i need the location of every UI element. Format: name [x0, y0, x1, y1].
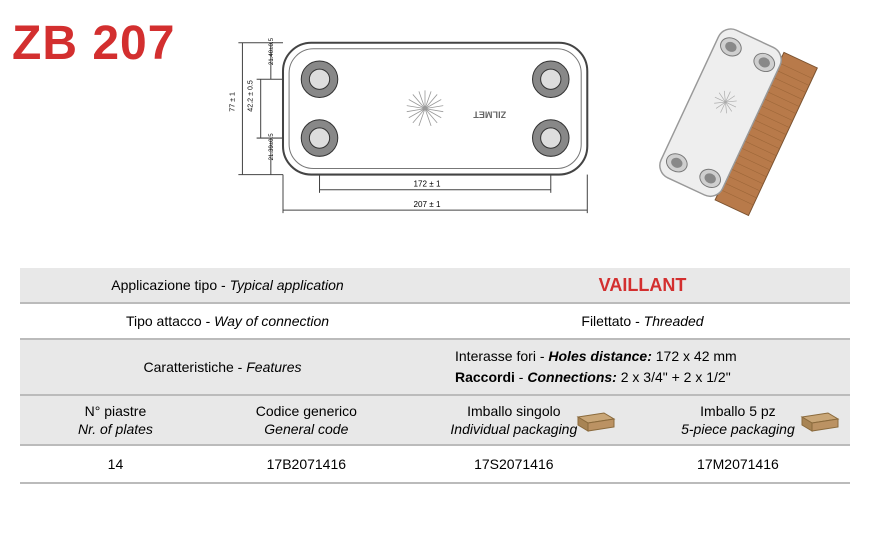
- codes-header: N° piastre Nr. of plates Codice generico…: [20, 396, 850, 446]
- dim-width-holes: 172 ± 1: [414, 180, 441, 189]
- dim-offset-top: 21.40±0.5: [268, 37, 275, 65]
- hdr-it: Imballo singolo: [467, 403, 560, 419]
- hdr-en: General code: [264, 421, 348, 437]
- feat1-it: Interasse fori: [455, 348, 536, 364]
- spec-value: Filettato - Threaded: [435, 307, 850, 335]
- codes-row: 14 17B2071416 17S2071416 17M2071416: [20, 446, 850, 484]
- spec-value: VAILLANT: [435, 269, 850, 302]
- feat1-en: Holes distance:: [548, 348, 651, 364]
- cell-five: 17M2071416: [626, 446, 850, 482]
- hdr-en: Nr. of plates: [78, 421, 153, 437]
- label-it: Applicazione tipo: [111, 277, 217, 293]
- label-en: Features: [246, 359, 301, 375]
- spec-label: Caratteristiche - Features: [20, 340, 425, 394]
- dim-height-overall: 77 ± 1: [228, 92, 236, 112]
- hdr-it: N° piastre: [85, 403, 147, 419]
- technical-drawing: 77 ± 1 42.2 ± 0.5 21.40±0.5 21.39±0.5 17…: [212, 8, 638, 260]
- cell-generic: 17B2071416: [211, 446, 402, 482]
- header-generic: Codice generico General code: [211, 396, 402, 444]
- hdr-en: 5-piece packaging: [681, 421, 795, 437]
- plate-brand: ZILMET: [473, 110, 506, 120]
- spec-value: Interasse fori - Holes distance: 172 x 4…: [425, 340, 850, 394]
- spec-label: Tipo attacco - Way of connection: [20, 307, 435, 335]
- box-icon: [798, 407, 842, 433]
- spec-label: Applicazione tipo - Typical application: [20, 271, 435, 299]
- spec-row-features: Caratteristiche - Features Interasse for…: [20, 340, 850, 396]
- feat2-en: Connections:: [527, 369, 616, 385]
- cell-single: 17S2071416: [402, 446, 626, 482]
- spec-row-application: Applicazione tipo - Typical application …: [20, 268, 850, 304]
- dim-width-overall: 207 ± 1: [414, 200, 441, 209]
- dim-offset-bottom: 21.39±0.5: [268, 133, 275, 161]
- label-it: Caratteristiche: [144, 359, 234, 375]
- product-title: ZB 207: [12, 16, 212, 71]
- label-en: Typical application: [230, 277, 344, 293]
- header-five: Imballo 5 pz 5-piece packaging: [626, 396, 850, 444]
- spec-row-connection: Tipo attacco - Way of connection Filetta…: [20, 304, 850, 340]
- top-section: ZB 207: [0, 0, 870, 260]
- title-block: ZB 207: [12, 8, 212, 260]
- feat2-val: 2 x 3/4" + 2 x 1/2": [621, 369, 731, 385]
- hdr-en: Individual packaging: [450, 421, 577, 437]
- value-en: Threaded: [644, 313, 704, 329]
- dim-height-holes: 42.2 ± 0.5: [247, 80, 255, 112]
- product-photo: [638, 8, 858, 260]
- label-en: Way of connection: [214, 313, 329, 329]
- hdr-it: Codice generico: [256, 403, 357, 419]
- value-it: Filettato: [581, 313, 631, 329]
- box-icon: [574, 407, 618, 433]
- cell-plates: 14: [20, 446, 211, 482]
- label-it: Tipo attacco: [126, 313, 202, 329]
- header-plates: N° piastre Nr. of plates: [20, 396, 211, 444]
- header-single: Imballo singolo Individual packaging: [402, 396, 626, 444]
- specs-table: Applicazione tipo - Typical application …: [20, 268, 850, 484]
- brand-name: VAILLANT: [599, 275, 687, 295]
- feat1-val: 172 x 42 mm: [656, 348, 737, 364]
- hdr-it: Imballo 5 pz: [700, 403, 775, 419]
- feat2-it: Raccordi: [455, 369, 515, 385]
